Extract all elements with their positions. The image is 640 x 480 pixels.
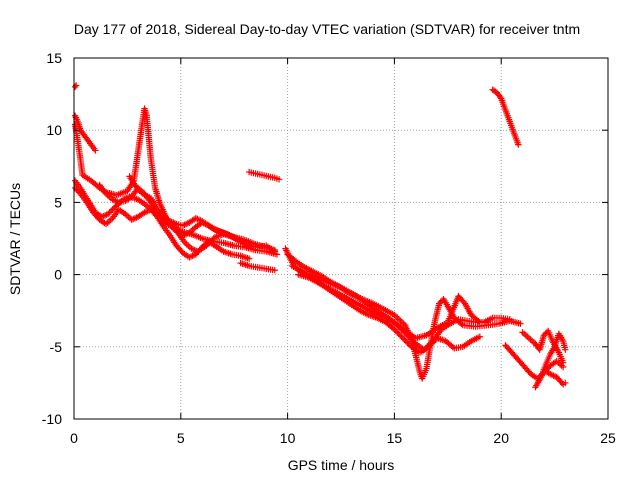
data-point bbox=[476, 333, 484, 340]
data-point bbox=[542, 330, 549, 338]
data-point bbox=[104, 210, 112, 218]
data-point bbox=[496, 93, 504, 101]
data-point bbox=[506, 316, 513, 323]
data-series-track-h bbox=[237, 259, 278, 274]
data-point bbox=[395, 330, 402, 338]
y-tick-label: 15 bbox=[46, 50, 62, 66]
data-point bbox=[562, 346, 569, 353]
data-point bbox=[189, 252, 196, 260]
data-point bbox=[402, 337, 409, 345]
data-point bbox=[515, 141, 522, 148]
data-series-track-e bbox=[71, 184, 253, 262]
data-point bbox=[399, 334, 407, 342]
data-point bbox=[395, 316, 403, 323]
data-point bbox=[437, 298, 444, 306]
data-point bbox=[101, 212, 109, 219]
data-point bbox=[104, 219, 111, 226]
data-series-track-j bbox=[282, 245, 524, 382]
data-point bbox=[428, 340, 435, 348]
data-point bbox=[429, 339, 437, 346]
y-tick-label: 10 bbox=[46, 122, 62, 138]
x-tick-label: 5 bbox=[177, 430, 185, 446]
data-point bbox=[525, 334, 533, 342]
data-point bbox=[519, 329, 526, 336]
data-point bbox=[400, 326, 407, 333]
data-point bbox=[540, 332, 548, 339]
data-point bbox=[183, 241, 190, 248]
data-point bbox=[528, 337, 536, 345]
data-marks bbox=[71, 82, 569, 391]
data-series-track-r bbox=[540, 366, 569, 388]
data-series-track-n bbox=[489, 86, 522, 148]
data-point bbox=[185, 242, 192, 249]
data-point bbox=[405, 340, 412, 348]
data-point bbox=[517, 320, 524, 327]
data-point bbox=[476, 319, 484, 326]
data-point bbox=[109, 206, 116, 213]
x-tick-label: 10 bbox=[280, 430, 296, 446]
data-point bbox=[524, 333, 531, 340]
data-point bbox=[449, 343, 456, 351]
grid bbox=[74, 58, 608, 419]
data-point bbox=[398, 319, 406, 326]
data-point bbox=[271, 267, 278, 274]
data-point bbox=[401, 336, 408, 343]
y-axis-label: SDTVAR / TECUs bbox=[7, 183, 23, 295]
data-point bbox=[458, 320, 465, 328]
data-point bbox=[400, 320, 407, 327]
x-tick-label: 0 bbox=[70, 430, 78, 446]
data-point bbox=[271, 248, 278, 255]
data-point bbox=[71, 83, 79, 91]
data-series-track-a bbox=[71, 82, 80, 91]
x-axis-label: GPS time / hours bbox=[288, 457, 395, 473]
data-point bbox=[92, 147, 99, 154]
data-point bbox=[392, 313, 400, 320]
data-point bbox=[522, 332, 529, 339]
data-point bbox=[404, 339, 411, 346]
data-point bbox=[394, 329, 401, 336]
data-point bbox=[559, 359, 567, 366]
data-point bbox=[189, 226, 196, 234]
axis-ticks: 0 5 10 15 20 25 -10 -5 0 5 10 15 bbox=[42, 50, 616, 446]
data-point bbox=[106, 209, 113, 216]
data-series-track-g bbox=[126, 173, 249, 247]
data-point bbox=[275, 176, 283, 183]
data-point bbox=[436, 300, 443, 307]
data-point bbox=[425, 343, 432, 350]
x-tick-label: 25 bbox=[600, 430, 616, 446]
data-point bbox=[396, 332, 404, 339]
plot-frame bbox=[73, 57, 609, 420]
data-point bbox=[391, 311, 398, 319]
data-point bbox=[397, 317, 404, 325]
chart-title: Day 177 of 2018, Sidereal Day-to-day VTE… bbox=[74, 21, 580, 37]
data-point bbox=[527, 336, 534, 343]
x-tick-label: 15 bbox=[387, 430, 403, 446]
data-point bbox=[107, 207, 115, 215]
data-point bbox=[558, 362, 565, 369]
y-tick-label: -5 bbox=[50, 339, 63, 355]
data-point bbox=[241, 239, 249, 247]
data-point bbox=[392, 327, 400, 335]
data-point bbox=[520, 330, 528, 338]
data-point bbox=[245, 255, 253, 262]
y-tick-label: 5 bbox=[54, 194, 62, 210]
y-tick-label: -10 bbox=[42, 411, 62, 427]
data-series-track-m bbox=[295, 271, 484, 342]
data-point bbox=[398, 333, 405, 340]
data-point bbox=[112, 203, 119, 210]
data-point bbox=[394, 314, 401, 322]
data-point bbox=[107, 216, 115, 223]
data-point bbox=[110, 204, 118, 212]
data-point bbox=[391, 326, 398, 333]
data-point bbox=[562, 379, 569, 387]
data-point bbox=[197, 245, 205, 252]
data-point bbox=[431, 337, 438, 345]
data-point bbox=[409, 337, 417, 345]
x-tick-label: 20 bbox=[493, 430, 509, 446]
data-point bbox=[475, 317, 482, 325]
y-tick-label: 0 bbox=[54, 267, 62, 283]
data-point bbox=[426, 342, 434, 349]
data-series-track-i bbox=[245, 168, 283, 183]
